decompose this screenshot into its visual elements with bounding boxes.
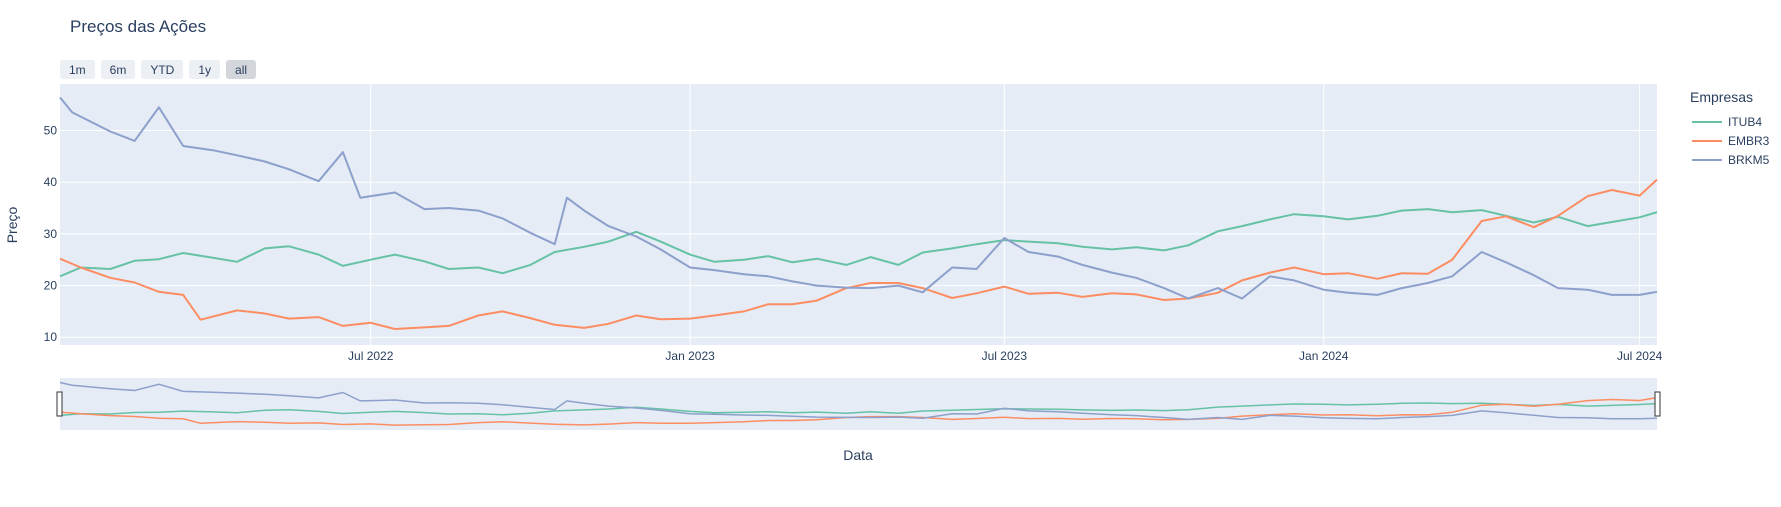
legend-item-itub4[interactable]: ITUB4 [1690,112,1769,131]
y-axis-label: Preço [4,206,20,244]
x-tick-label: Jan 2024 [1299,349,1349,363]
y-tick-label: 40 [44,175,58,189]
x-axis-label: Data [843,447,873,463]
series-line-embr3 [59,178,1658,330]
legend-swatch [1692,158,1722,161]
rangeslider-line-brkm5 [59,381,1658,421]
chart-title: Preços das Ações [70,17,207,36]
rangeslider-line-itub4 [59,402,1658,417]
legend-item-embr3[interactable]: EMBR3 [1690,131,1769,150]
x-tick-label: Jul 2024 [1617,349,1663,363]
x-tick-label: Jul 2023 [982,349,1028,363]
series-line-brkm5 [59,96,1658,300]
y-tick-label: 10 [44,330,58,344]
legend-title: Empresas [1690,89,1754,105]
legend-label: ITUB4 [1728,114,1763,129]
y-tick-label: 50 [44,124,58,138]
rangeslider-handle-right[interactable] [1654,391,1661,417]
range-button-6m[interactable]: 6m [100,60,136,79]
legend-swatch [1692,120,1722,123]
y-tick-label: 30 [44,227,58,241]
range-button-1m[interactable]: 1m [60,60,95,79]
legend-item-brkm5[interactable]: BRKM5 [1690,150,1769,169]
x-tick-label: Jan 2023 [665,349,715,363]
rangeslider-background [60,378,1657,430]
legend-label: BRKM5 [1728,152,1770,167]
y-tick-label: 20 [44,279,58,293]
plot-background [60,84,1657,345]
x-tick-label: Jul 2022 [348,349,394,363]
rangeslider-handle-left[interactable] [56,391,63,417]
range-button-all[interactable]: all [226,60,257,79]
range-selector: 1m 6m YTD 1y all [60,60,257,79]
range-button-ytd[interactable]: YTD [141,60,184,79]
legend-label: EMBR3 [1728,133,1770,148]
range-button-1y[interactable]: 1y [189,60,221,79]
rangeslider-line-embr3 [59,396,1658,426]
legend: Empresas ITUB4 EMBR3 BRKM5 [1690,89,1769,169]
series-line-itub4 [59,208,1658,278]
legend-swatch [1692,139,1722,142]
